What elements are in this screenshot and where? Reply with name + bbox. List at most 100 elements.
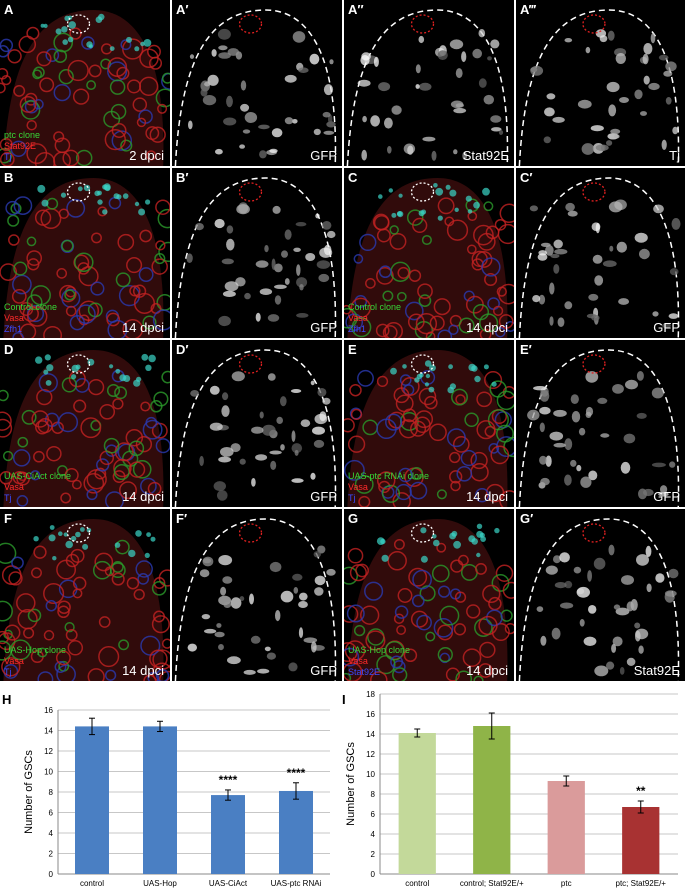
charts-region: H 0 2 4 6 8 10 12 14 16 Number of GSCs control UAS-H… bbox=[0, 688, 685, 891]
panel-c1: C′ GFP bbox=[516, 168, 685, 338]
y-tick-label: 2 bbox=[371, 850, 376, 859]
panel-d1: D′ GFP bbox=[172, 340, 342, 507]
bar bbox=[75, 726, 109, 874]
bar bbox=[398, 733, 436, 874]
legend-entry: Tj bbox=[4, 667, 12, 677]
legend-entry: UAS-Hop clone bbox=[348, 645, 411, 655]
panel-a3: A‴ Tj bbox=[516, 0, 685, 166]
y-tick-label: 0 bbox=[371, 870, 376, 879]
channel-label: GFP bbox=[310, 320, 337, 335]
y-tick-label: 8 bbox=[49, 788, 54, 797]
category-label: control bbox=[405, 879, 429, 888]
channel-legend: UAS-CiAct clone Vasa Tj bbox=[4, 471, 71, 504]
bar bbox=[279, 790, 313, 874]
channel-label: Stat92E bbox=[633, 663, 680, 678]
panel-letter: A′ bbox=[176, 2, 189, 17]
y-tick-label: 0 bbox=[49, 870, 54, 879]
channel-label: GFP bbox=[653, 489, 680, 504]
channel-label: GFP bbox=[310, 663, 337, 678]
panel-letter: A‴ bbox=[520, 2, 536, 17]
micrograph-image bbox=[518, 349, 680, 507]
micrograph-image bbox=[0, 10, 170, 166]
significance-label: ** bbox=[636, 784, 646, 798]
legend-entry: Tj bbox=[4, 493, 12, 503]
category-label: UAS-CiAct bbox=[209, 879, 248, 888]
channel-legend: UAS-ptc RNAi clone Vasa Tj bbox=[348, 471, 429, 504]
legend-entry: Vasa bbox=[348, 313, 368, 323]
legend-entry: Zfh1 bbox=[348, 324, 367, 334]
panel-d: D UAS-CiAct clone Vasa Tj 14 dpci bbox=[0, 340, 170, 507]
micrograph-image bbox=[344, 178, 514, 338]
time-label: 14 dpci bbox=[122, 489, 164, 504]
micrograph-image bbox=[174, 177, 337, 338]
bar bbox=[143, 726, 177, 874]
channel-legend: UAS-Hop clone Vasa Tj bbox=[4, 645, 66, 678]
time-label: 2 dpci bbox=[129, 148, 164, 163]
category-label: ptc; Stat92E/+ bbox=[616, 879, 667, 888]
panel-letter: A bbox=[4, 2, 14, 17]
category-label: UAS-ptc RNAi bbox=[271, 879, 322, 888]
legend-entry: ptc clone bbox=[4, 130, 41, 140]
category-label: control bbox=[80, 879, 104, 888]
category-label: control; Stat92E/+ bbox=[460, 879, 524, 888]
time-label: 14 dpci bbox=[466, 663, 508, 678]
chart-h: H 0 2 4 6 8 10 12 14 16 Number of GSCs control UAS-H… bbox=[2, 692, 330, 888]
bar bbox=[547, 781, 585, 874]
legend-entry: Vasa bbox=[4, 313, 24, 323]
panel-a1: A′ GFP bbox=[172, 0, 342, 166]
channel-label: Tj bbox=[669, 148, 680, 163]
bar bbox=[622, 807, 660, 874]
y-tick-label: 6 bbox=[371, 810, 376, 819]
legend-entry: UAS-CiAct clone bbox=[4, 471, 72, 481]
time-label: 14 dpci bbox=[466, 489, 508, 504]
legend-entry: UAS-Hop clone bbox=[4, 645, 67, 655]
y-axis-label: Number of GSCs bbox=[345, 742, 357, 826]
legend-entry: Control clone bbox=[4, 302, 58, 312]
micrograph-image bbox=[518, 177, 681, 338]
channel-legend: Control clone Vasa Zfh1 bbox=[348, 302, 401, 335]
channel-label: GFP bbox=[653, 320, 680, 335]
micrograph-image bbox=[0, 519, 170, 681]
panel-f1: F′ GFP bbox=[172, 509, 342, 681]
significance-label: **** bbox=[219, 773, 238, 787]
legend-entry: Control clone bbox=[348, 302, 402, 312]
panel-b1: B′ GFP bbox=[172, 168, 342, 338]
panel-c: C Control clone Vasa Zfh1 14 dpci bbox=[344, 168, 514, 338]
significance-label: **** bbox=[287, 766, 306, 780]
bar bbox=[211, 795, 245, 874]
y-tick-label: 16 bbox=[44, 706, 53, 715]
panel-letter: C′ bbox=[520, 170, 533, 185]
legend-entry: Tj bbox=[348, 493, 356, 503]
micrograph-image bbox=[174, 9, 337, 166]
legend-entry: Vasa bbox=[348, 656, 368, 666]
panel-e1: E′ GFP bbox=[516, 340, 685, 507]
panel-letter: F bbox=[4, 511, 12, 526]
channel-legend: ptc clone Stat92E Tj bbox=[4, 130, 40, 163]
y-tick-label: 4 bbox=[49, 829, 54, 838]
chart-panel-letter: H bbox=[2, 692, 11, 707]
chart-panel-letter: I bbox=[342, 692, 346, 707]
panel-g1: G′ Stat92E bbox=[516, 509, 685, 681]
panel-f: F UAS-Hop clone Vasa Tj 14 dpci bbox=[0, 509, 170, 681]
y-tick-label: 10 bbox=[366, 770, 375, 779]
micrograph-image bbox=[344, 519, 514, 681]
legend-entry: Vasa bbox=[4, 656, 24, 666]
time-label: 14 dpci bbox=[122, 320, 164, 335]
legend-entry: Stat92E bbox=[4, 141, 37, 151]
legend-entry: Vasa bbox=[4, 482, 24, 492]
panel-letter: E′ bbox=[520, 342, 532, 357]
panel-letter: G bbox=[348, 511, 359, 526]
panel-letter: F′ bbox=[176, 511, 188, 526]
channel-label: GFP bbox=[310, 489, 337, 504]
panel-letter: E bbox=[348, 342, 357, 357]
chart-i: I 0 2 4 6 8 10 12 14 16 18 Number of GSCs control con… bbox=[342, 690, 678, 888]
micrograph-image bbox=[346, 9, 509, 166]
panel-a2: A″ Stat92E bbox=[344, 0, 514, 166]
y-tick-label: 4 bbox=[371, 830, 376, 839]
y-tick-label: 12 bbox=[366, 750, 375, 759]
panel-letter: B′ bbox=[176, 170, 189, 185]
micrograph-image bbox=[0, 350, 170, 507]
y-tick-label: 18 bbox=[366, 690, 375, 699]
micrograph-image bbox=[518, 518, 680, 681]
